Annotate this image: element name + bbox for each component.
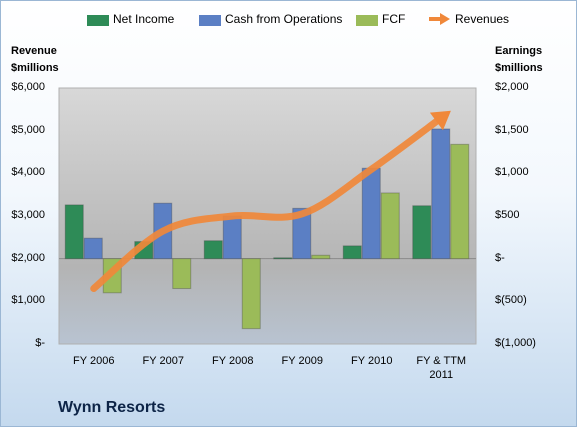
revenue-line (90, 114, 445, 293)
left-tick-label: $2,000 (11, 251, 45, 264)
legend-label-revenues: Revenues (455, 12, 510, 26)
bar-net-income-2 (203, 240, 223, 260)
bar-net-income-3 (273, 257, 293, 260)
bar-fcf-5 (450, 143, 470, 260)
right-tick-label: $2,000 (495, 81, 529, 93)
right-tick-label: $(1,000) (495, 337, 536, 349)
left-axis-title: Revenue $millions (11, 43, 59, 77)
legend: Net Income Cash from Operations FCF Reve… (1, 11, 576, 31)
left-axis-title-line1: Revenue (11, 45, 57, 57)
legend-swatch-net-income (87, 15, 109, 26)
category-label-line: FY 2007 (142, 355, 184, 367)
right-axis-title-line2: $millions (495, 62, 543, 74)
legend-label-cash-from-operations: Cash from Operations (225, 12, 343, 26)
bar-net-income-0 (64, 204, 84, 260)
legend-swatch-fcf (356, 15, 378, 26)
bar-fcf-4 (380, 192, 400, 260)
right-tick-label: $1,000 (495, 166, 529, 179)
bar-fcf-2 (241, 258, 261, 330)
category-label: FY 2010 (327, 354, 417, 368)
category-label-line: 2011 (429, 369, 454, 381)
category-label: FY 2007 (118, 354, 208, 368)
legend-label-net-income: Net Income (113, 12, 175, 26)
category-label-line: FY 2008 (212, 355, 254, 367)
right-tick-label: $(500) (495, 294, 527, 307)
legend-label-fcf: FCF (382, 12, 406, 26)
category-label: FY 2009 (257, 354, 347, 368)
right-axis-title-line1: Earnings (495, 45, 543, 57)
bar-cash-from-operations-5 (431, 128, 451, 260)
legend-swatch-cash-from-operations (199, 15, 221, 26)
bars-layer (64, 128, 470, 330)
left-tick-label: $5,000 (11, 123, 45, 136)
left-tick-label: $- (35, 337, 45, 349)
legend-arrow-icon (429, 13, 450, 25)
bar-cash-from-operations-0 (83, 237, 103, 260)
chart-title: Wynn Resorts (58, 399, 166, 416)
category-label-line: FY & TTM (416, 355, 467, 367)
bar-cash-from-operations-4 (361, 167, 381, 260)
left-tick-label: $6,000 (11, 81, 45, 93)
right-tick-label: $500 (495, 209, 520, 221)
bar-fcf-3 (311, 254, 331, 260)
bar-fcf-1 (172, 258, 192, 290)
category-label-line: FY 2006 (73, 355, 115, 367)
revenue-arrow-head (429, 110, 451, 131)
bar-net-income-4 (342, 245, 362, 260)
right-tick-label: $- (495, 251, 505, 264)
category-label-line: FY 2009 (281, 355, 323, 367)
left-tick-label: $3,000 (11, 209, 45, 221)
bar-cash-from-operations-2 (222, 215, 242, 260)
right-axis-title: Earnings $millions (495, 43, 543, 77)
revenue-line-layer (90, 110, 451, 293)
category-label: FY & TTM 2011 (396, 354, 486, 382)
category-label: FY 2008 (188, 354, 278, 368)
left-tick-label: $1,000 (11, 294, 45, 307)
category-label: FY 2006 (49, 354, 139, 368)
bar-cash-from-operations-3 (292, 207, 312, 260)
left-axis-title-line2: $millions (11, 62, 59, 74)
category-label-line: FY 2010 (351, 355, 393, 367)
bar-net-income-5 (412, 205, 432, 260)
right-tick-label: $1,500 (495, 123, 529, 136)
left-tick-label: $4,000 (11, 166, 45, 179)
